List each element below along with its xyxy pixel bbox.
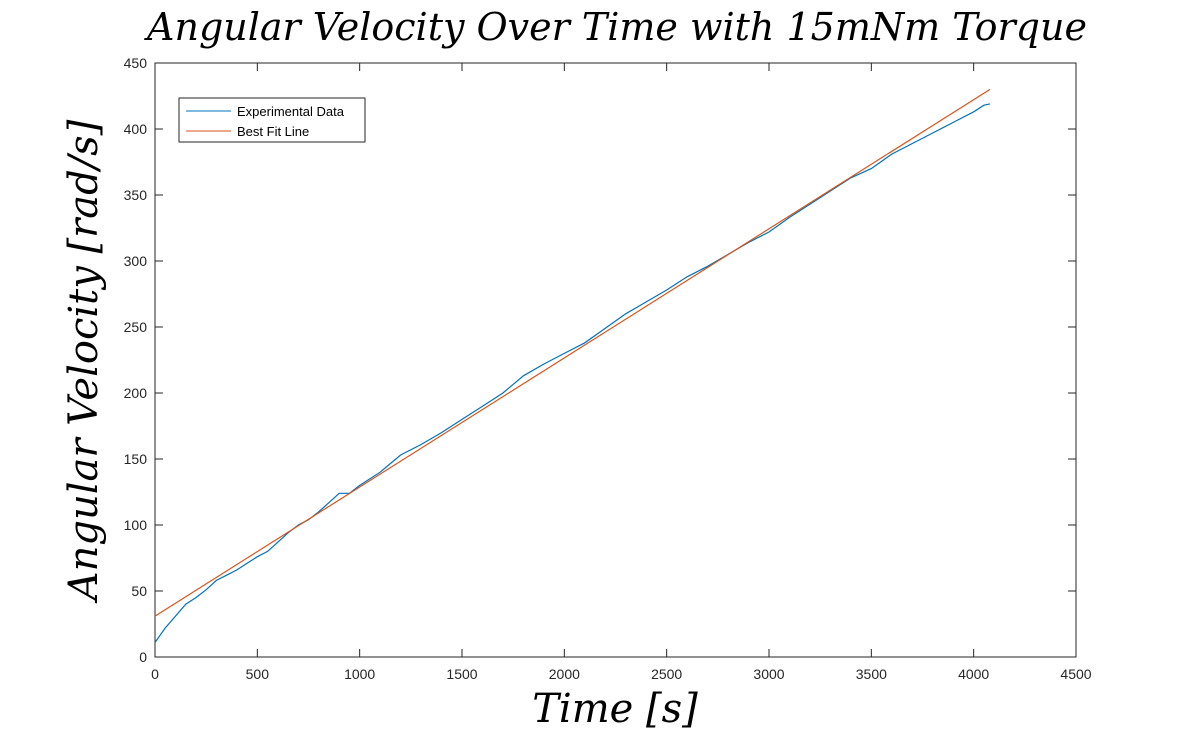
x-tick-label: 3500: [856, 666, 887, 682]
legend: Experimental Data Best Fit Line: [178, 97, 366, 143]
y-tick-label: 100: [124, 517, 148, 533]
y-tick-label: 150: [124, 451, 148, 467]
axes-box: [154, 62, 1077, 658]
series-line-best-fit-line: [154, 88, 991, 617]
legend-label-best-fit: Best Fit Line: [237, 124, 309, 139]
y-axis-label: Angular Velocity [rad/s]: [61, 119, 107, 604]
y-tick-label: 300: [124, 253, 148, 269]
x-tick-label: 2000: [549, 666, 580, 682]
x-tick-label: 1500: [446, 666, 477, 682]
y-tick-label: 200: [124, 385, 148, 401]
y-tick-label: 350: [124, 187, 148, 203]
y-tick-label: 0: [139, 649, 147, 665]
x-axis-label: Time [s]: [532, 686, 698, 732]
y-tick-label: 450: [124, 55, 148, 71]
plot-area: 0 500 1000 1500 2000 2500 3000 3500 4000 4500 0 50 1…: [124, 55, 1092, 682]
x-tick-label: 0: [151, 666, 159, 682]
x-tick-label: 1000: [344, 666, 375, 682]
y-tick-label: 50: [131, 583, 147, 599]
x-tick-label: 4500: [1060, 666, 1091, 682]
legend-box: [178, 97, 366, 143]
y-tick-label: 250: [124, 319, 148, 335]
x-tick-label: 4000: [958, 666, 989, 682]
chart-title: Angular Velocity Over Time with 15mNm To…: [144, 5, 1087, 49]
y-tick-label: 400: [124, 121, 148, 137]
x-tick-label: 3000: [753, 666, 784, 682]
series-line-experimental-data: [154, 103, 991, 643]
x-tick-label: 2500: [651, 666, 682, 682]
legend-label-experimental: Experimental Data: [237, 104, 345, 119]
x-tick-label: 500: [246, 666, 270, 682]
